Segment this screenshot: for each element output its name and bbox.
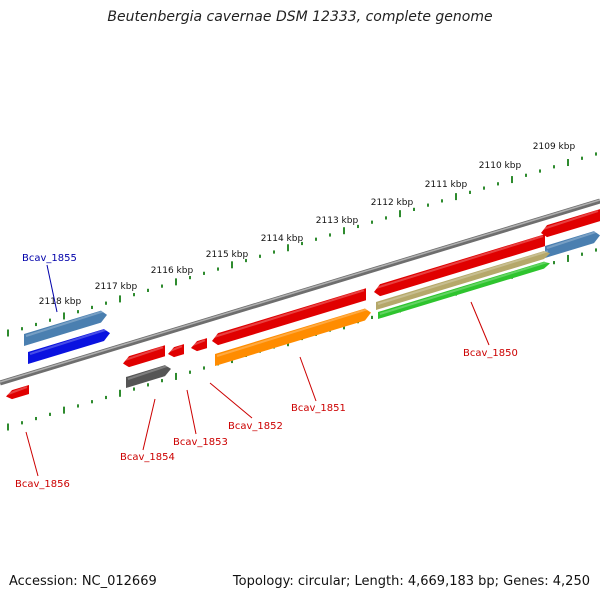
gene-leader-line [46,264,58,313]
gene-leader-line [25,431,39,477]
gene-label: Bcav_1852 [228,421,283,432]
gene-leader-line [142,398,156,451]
gene-bcav-1851 [215,307,371,366]
gene-bcav-1855-upper [24,309,107,346]
gene-bcav-1854 [126,364,171,388]
genome-backbone-highlight [0,199,600,383]
map-title: Beutenbergia cavernae DSM 12333, complet… [107,9,493,25]
gene-bcav-1850 [374,234,545,297]
gene-leader-line [299,356,317,402]
gene-bcav-1853 [191,338,207,352]
gene-bcav-1856 [6,385,29,400]
gene-label: Bcav_1853 [173,437,228,448]
ruler-label: 2116 kbp [151,266,194,276]
topology-summary: Topology: circular; Length: 4,669,183 bp… [232,574,590,589]
gene-steelblue-right [545,230,600,258]
gene-label: Bcav_1855 [22,253,77,264]
gene-label: Bcav_1851 [291,403,346,414]
gene-leader-line [209,382,253,419]
ruler-label: 2118 kbp [39,297,82,307]
ruler-label: 2114 kbp [261,234,304,244]
gene-bcav-1852 [212,288,366,346]
gene-label: Bcav_1850 [463,348,518,359]
gene-bcav-1855 [28,328,110,364]
ruler-label: 2111 kbp [425,180,468,190]
gene-label: Bcav_1854 [120,452,175,463]
genome-backbone [0,198,600,386]
gene-green [378,260,550,319]
ruler-label: 2112 kbp [371,198,414,208]
gene-leader-line [470,301,490,346]
gene-leader-line [186,389,197,435]
ruler-label: 2113 kbp [316,216,359,226]
ruler-label: 2115 kbp [206,250,249,260]
gene-khaki [376,250,550,310]
gene-red-right [541,209,600,238]
gene-small-red [168,344,184,358]
gene-label: Bcav_1856 [15,479,70,490]
ruler-top [7,152,597,337]
gene-bcav-1854-red [123,345,165,368]
ruler-label: 2117 kbp [95,282,138,292]
accession-text: Accession: NC_012669 [9,574,157,589]
ruler-label: 2109 kbp [533,142,576,152]
ruler-label: 2110 kbp [479,161,522,171]
